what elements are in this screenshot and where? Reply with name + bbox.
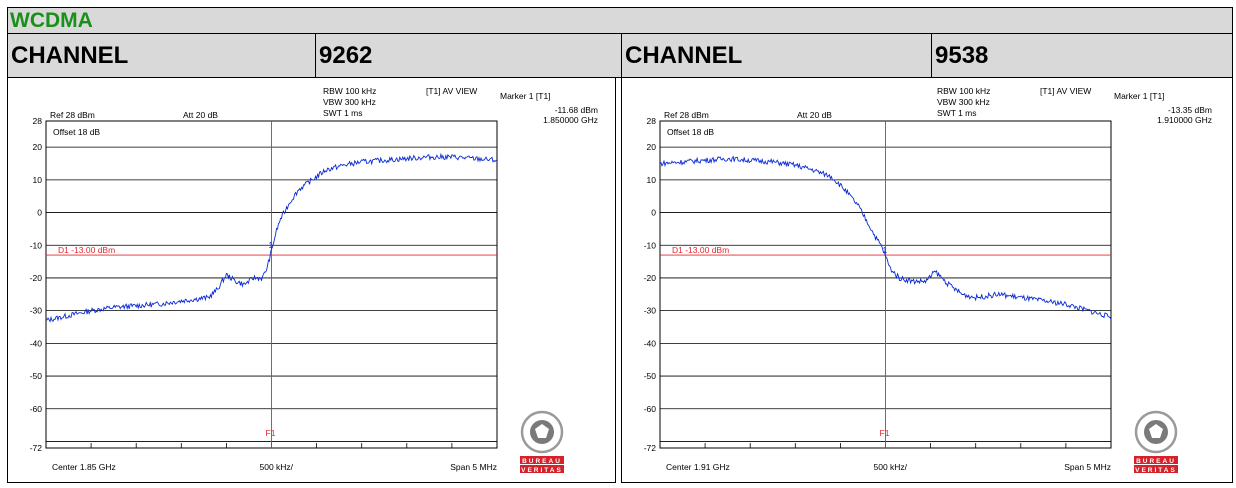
y-tick-label: -40 <box>30 338 43 348</box>
standard-title: WCDMA <box>10 9 93 32</box>
y-tick-label: 0 <box>37 208 42 218</box>
marker-frequency: 1.910000 GHz <box>1157 115 1212 125</box>
marker-label: Marker 1 [T1] <box>500 91 551 101</box>
span-label: Span 5 MHz <box>1064 462 1111 472</box>
y-tick-label: 20 <box>647 142 657 152</box>
marker-point: 1 <box>269 240 274 250</box>
d1-label: D1 -13.00 dBm <box>58 245 115 255</box>
y-tick-label: 28 <box>33 116 43 126</box>
y-tick-label: 10 <box>647 175 657 185</box>
logo-bar-bottom <box>1134 465 1178 473</box>
ref-level: Ref 28 dBm <box>664 110 709 120</box>
y-tick-label: -30 <box>644 306 657 316</box>
y-tick-label: -20 <box>644 273 657 283</box>
channel-label-right: CHANNEL <box>621 33 932 78</box>
y-tick-label: -10 <box>30 240 43 250</box>
logo-bar-top <box>520 456 564 464</box>
title-banner: WCDMA <box>7 7 1233 34</box>
y-tick-label: 28 <box>647 116 657 126</box>
view-label: [T1] AV VIEW <box>1040 86 1091 96</box>
spectrum-panel-left: RBW 100 kHz VBW 300 kHz SWT 1 ms [T1] AV VI… <box>7 77 616 483</box>
f1-label: F1 <box>266 428 276 438</box>
logo-text-top: BUREAU <box>522 458 562 465</box>
logo-bar-bottom <box>520 465 564 473</box>
y-tick-label: -10 <box>644 240 657 250</box>
spectrum-panel-right: RBW 100 kHz VBW 300 kHz SWT 1 ms [T1] AV VI… <box>621 77 1233 483</box>
attenuation: Att 20 dB <box>183 110 218 120</box>
view-label: [T1] AV VIEW <box>426 86 477 96</box>
y-tick-label: -60 <box>30 404 43 414</box>
logo-text-bottom: VERITAS <box>521 467 563 474</box>
seal-crest-icon <box>1149 424 1163 438</box>
f1-label: F1 <box>880 428 890 438</box>
y-tick-label: -50 <box>644 371 657 381</box>
rbw-label: RBW 100 kHz <box>937 86 990 96</box>
vbw-label: VBW 300 kHz <box>937 97 990 107</box>
marker-level: -11.68 dBm <box>555 105 598 115</box>
channel-value-right: 9538 <box>931 33 1233 78</box>
y-tick-label: -60 <box>644 404 657 414</box>
logo-text-top: BUREAU <box>1136 458 1176 465</box>
div-per-label: 500 kHz/ <box>874 462 908 472</box>
spectrum-trace <box>45 152 498 323</box>
marker-frequency: 1.850000 GHz <box>543 115 598 125</box>
channel-value-left: 9262 <box>315 33 622 78</box>
y-tick-label: 10 <box>33 175 43 185</box>
offset-label: Offset 18 dB <box>53 127 100 137</box>
logo-text-bottom: VERITAS <box>1135 467 1177 474</box>
y-tick-label: -72 <box>30 443 43 453</box>
div-per-label: 500 kHz/ <box>260 462 294 472</box>
center-frequency: Center 1.85 GHz <box>52 462 116 472</box>
y-tick-label: 20 <box>33 142 43 152</box>
offset-label: Offset 18 dB <box>667 127 714 137</box>
bureau-veritas-logo: BUREAU VERITAS <box>1134 410 1178 474</box>
rbw-label: RBW 100 kHz <box>323 86 376 96</box>
swt-label: SWT 1 ms <box>937 108 977 118</box>
seal-crest-icon <box>535 424 549 438</box>
y-tick-label: 0 <box>651 208 656 218</box>
logo-bar-top <box>1134 456 1178 464</box>
y-tick-label: -40 <box>644 338 657 348</box>
d1-label: D1 -13.00 dBm <box>672 245 729 255</box>
bureau-veritas-logo: BUREAU VERITAS <box>520 410 564 474</box>
channel-row: CHANNEL 9262 CHANNEL 9538 <box>7 33 1233 78</box>
marker-point: 1 <box>883 245 888 255</box>
channel-label-left: CHANNEL <box>7 33 316 78</box>
marker-label: Marker 1 [T1] <box>1114 91 1165 101</box>
attenuation: Att 20 dB <box>797 110 832 120</box>
y-tick-label: -50 <box>30 371 43 381</box>
y-tick-label: -20 <box>30 273 43 283</box>
y-tick-label: -30 <box>30 306 43 316</box>
vbw-label: VBW 300 kHz <box>323 97 376 107</box>
ref-level: Ref 28 dBm <box>50 110 95 120</box>
y-tick-label: -72 <box>644 443 657 453</box>
swt-label: SWT 1 ms <box>323 108 363 118</box>
marker-level: -13.35 dBm <box>1168 105 1212 115</box>
span-label: Span 5 MHz <box>450 462 497 472</box>
center-frequency: Center 1.91 GHz <box>666 462 730 472</box>
spectrum-trace <box>659 155 1112 320</box>
